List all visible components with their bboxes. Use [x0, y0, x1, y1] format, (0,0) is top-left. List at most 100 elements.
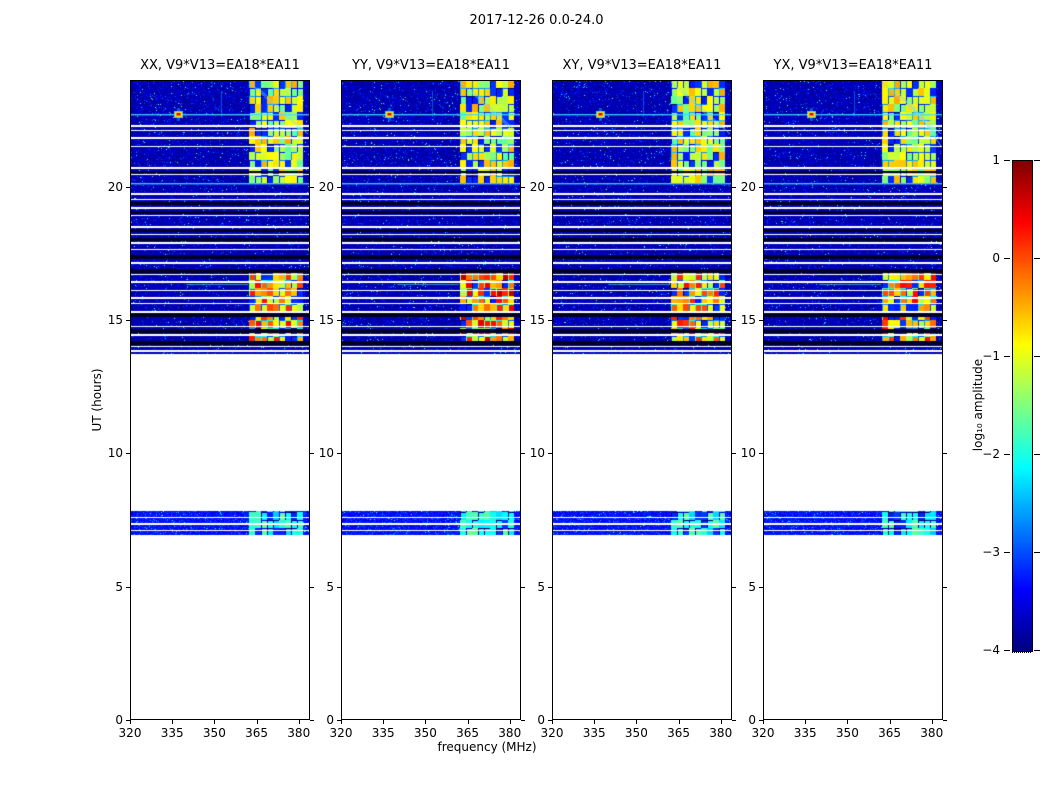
y-tick-mark [732, 186, 736, 188]
y-tick-label: 20 [107, 179, 123, 194]
x-tick-label: 335 [160, 726, 184, 740]
y-tick-label: 20 [318, 179, 334, 194]
y-tick-mark [548, 720, 552, 721]
x-tick-label: 365 [456, 726, 480, 740]
x-tick-mark [172, 720, 174, 724]
y-tick-label: 0 [115, 713, 123, 727]
y-tick-mark [337, 320, 341, 321]
y-tick-mark [310, 720, 314, 721]
x-tick-label: 320 [751, 726, 775, 740]
x-tick-mark [889, 720, 891, 724]
y-tick-mark [310, 453, 314, 455]
colorbar-tick-label: −1 [982, 349, 1000, 363]
colorbar-tick-label: 0 [992, 251, 1000, 265]
x-tick-label: 365 [667, 726, 691, 740]
y-tick-label: 10 [529, 446, 545, 461]
y-tick-label: 5 [748, 579, 756, 594]
x-tick-label: 380 [498, 726, 522, 740]
y-tick-mark [759, 186, 763, 188]
x-tick-label: 380 [920, 726, 944, 740]
colorbar-tick-mark [1034, 160, 1040, 161]
y-tick-mark [759, 453, 763, 455]
panel-3: XY, V9*V13=EA18*EA11 0 5 10 15 20 320 335 350 365… [530, 58, 736, 740]
y-tick-mark [337, 586, 341, 588]
panel-4: YX, V9*V13=EA18*EA11 0 5 10 15 20 320 335 350 365… [741, 58, 947, 740]
x-tick-label: 365 [878, 726, 902, 740]
y-tick-mark [521, 453, 525, 455]
colorbar-tick-mark [1034, 552, 1040, 553]
x-tick-label: 380 [287, 726, 311, 740]
x-tick-mark [298, 720, 300, 724]
spectrogram-canvas [763, 80, 943, 720]
y-tick-mark [943, 453, 947, 455]
y-tick-label: 5 [537, 579, 545, 594]
x-tick-label: 320 [118, 726, 142, 740]
y-tick-mark [521, 720, 525, 721]
panel-title: XY, V9*V13=EA18*EA11 [562, 58, 722, 73]
y-tick-mark [548, 453, 552, 455]
x-tick-mark [552, 720, 553, 724]
y-tick-mark [126, 186, 130, 188]
y-tick-label: 0 [326, 713, 334, 727]
colorbar-tick-label: 1 [992, 153, 1000, 167]
colorbar-tick-mark [1034, 356, 1040, 357]
y-tick-mark [126, 320, 130, 321]
y-tick-mark [521, 320, 525, 321]
y-tick-mark [337, 720, 341, 721]
panel-2: YY, V9*V13=EA18*EA11 0 5 10 15 20 320 335 350 365… [319, 58, 525, 740]
y-tick-mark [943, 720, 947, 721]
x-tick-mark [509, 720, 511, 724]
x-tick-label: 350 [202, 726, 226, 740]
x-tick-label: 350 [624, 726, 648, 740]
x-tick-label: 335 [371, 726, 395, 740]
spectrogram-canvas [341, 80, 521, 720]
colorbar-tick-mark [1034, 454, 1040, 455]
colorbar-tick-mark [1004, 552, 1010, 553]
colorbar-extend-mark [1012, 652, 1031, 653]
y-tick-mark [732, 586, 736, 588]
y-tick-mark [943, 320, 947, 321]
y-tick-mark [732, 720, 736, 721]
x-tick-mark [763, 720, 764, 724]
figure-title: 2017-12-26 0.0-24.0 [469, 13, 604, 28]
colorbar-label: log₁₀ amplitude [971, 358, 985, 452]
panel-title: YX, V9*V13=EA18*EA11 [773, 58, 933, 73]
x-tick-mark [425, 720, 427, 724]
y-tick-label: 20 [529, 179, 545, 194]
x-tick-mark [678, 720, 680, 724]
y-tick-label: 15 [318, 313, 334, 327]
spectrogram-canvas [130, 80, 310, 720]
y-tick-mark [943, 586, 947, 588]
x-tick-label: 365 [245, 726, 269, 740]
y-tick-mark [337, 186, 341, 188]
colorbar-tick-mark [1004, 356, 1010, 357]
y-tick-mark [548, 186, 552, 188]
y-tick-mark [943, 186, 947, 188]
y-tick-label: 10 [740, 446, 756, 461]
y-tick-mark [759, 720, 763, 721]
y-tick-label: 15 [740, 313, 756, 327]
panel-title: YY, V9*V13=EA18*EA11 [352, 58, 510, 73]
colorbar-tick-label: −2 [982, 447, 1000, 461]
colorbar-tick-mark [1004, 650, 1010, 651]
spectrogram-canvas [552, 80, 732, 720]
x-tick-mark [720, 720, 722, 724]
y-tick-mark [310, 320, 314, 321]
y-tick-label: 5 [326, 579, 334, 594]
x-tick-mark [341, 720, 342, 724]
x-tick-label: 335 [582, 726, 606, 740]
x-tick-mark [805, 720, 807, 724]
colorbar-tick-mark [1004, 160, 1010, 161]
panel-title: XX, V9*V13=EA18*EA11 [140, 58, 300, 73]
x-tick-mark [467, 720, 469, 724]
y-tick-mark [759, 320, 763, 321]
y-tick-label: 15 [529, 313, 545, 327]
y-tick-label: 15 [107, 313, 123, 327]
x-tick-mark [931, 720, 933, 724]
y-tick-label: 10 [107, 446, 123, 461]
y-tick-mark [310, 586, 314, 588]
x-tick-label: 350 [835, 726, 859, 740]
y-tick-mark [521, 186, 525, 188]
y-tick-mark [126, 453, 130, 455]
